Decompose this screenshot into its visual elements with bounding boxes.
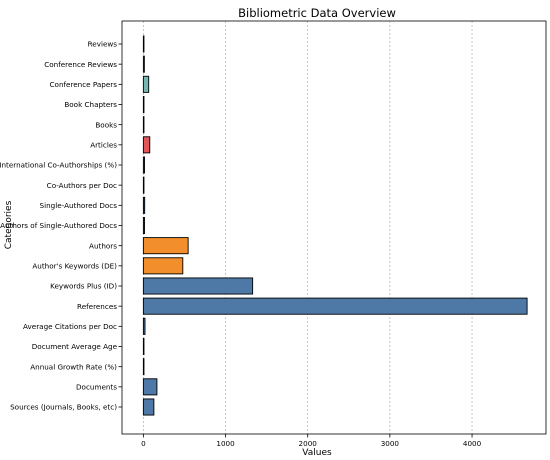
y-tick-label: Sources (Journals, Books, etc) xyxy=(10,403,117,412)
bar xyxy=(142,237,189,255)
y-tick-label: Articles xyxy=(90,140,117,149)
bar xyxy=(142,378,158,396)
y-tick-label: References xyxy=(77,302,117,311)
y-axis-ticks: Sources (Journals, Books, etc) Documents A… xyxy=(0,40,122,412)
y-tick-label: Book Chapters xyxy=(64,100,117,109)
bar xyxy=(142,95,145,114)
y-tick-label: Average Citations per Doc xyxy=(23,322,117,331)
x-tick-label: 0 xyxy=(141,439,146,448)
grid-lines xyxy=(143,21,473,434)
bar xyxy=(142,75,150,93)
x-tick-label: 1000 xyxy=(216,439,235,448)
bar xyxy=(142,257,184,275)
bar xyxy=(142,277,254,295)
bar xyxy=(142,337,145,356)
y-tick-label: Reviews xyxy=(88,40,118,49)
x-tick-label: 3000 xyxy=(381,439,400,448)
y-tick-label: Annual Growth Rate (%) xyxy=(30,362,117,371)
x-axis-title: Values xyxy=(302,448,332,458)
bar xyxy=(142,196,146,214)
y-tick-label: Conference Reviews xyxy=(44,60,117,69)
bar xyxy=(142,55,145,73)
bar xyxy=(142,176,145,194)
bar xyxy=(142,297,528,315)
x-tick-label: 2000 xyxy=(299,439,318,448)
y-tick-label: International Co-Authorships (%) xyxy=(0,161,117,170)
y-tick-label: Co-Authors per Doc xyxy=(47,181,117,190)
y-tick-label: Single-Authored Docs xyxy=(40,201,118,210)
bar xyxy=(142,35,145,53)
bar xyxy=(142,398,155,416)
bar xyxy=(142,116,145,134)
bar xyxy=(142,156,145,174)
x-axis-ticks: 0 1000 2000 3000 4000 xyxy=(141,434,482,448)
x-tick-label: 4000 xyxy=(463,439,482,448)
bar xyxy=(142,216,145,235)
y-tick-label: Authors of Single-Authored Docs xyxy=(0,221,117,230)
y-tick-label: Document Average Age xyxy=(32,342,118,351)
y-tick-label: Keywords Plus (ID) xyxy=(50,282,117,291)
plot-area-frame xyxy=(121,20,547,435)
y-tick-label: Author's Keywords (DE) xyxy=(32,261,117,270)
y-axis-title: Categories xyxy=(4,200,14,249)
y-tick-label: Authors xyxy=(89,241,117,250)
bar xyxy=(142,358,145,376)
chart-title: Bibliometric Data Overview xyxy=(238,6,396,20)
bars xyxy=(142,35,528,416)
bar xyxy=(142,136,151,154)
y-tick-label: Conference Papers xyxy=(50,80,118,89)
bar xyxy=(142,317,146,335)
y-tick-label: Books xyxy=(95,120,117,129)
y-tick-label: Documents xyxy=(76,382,117,391)
